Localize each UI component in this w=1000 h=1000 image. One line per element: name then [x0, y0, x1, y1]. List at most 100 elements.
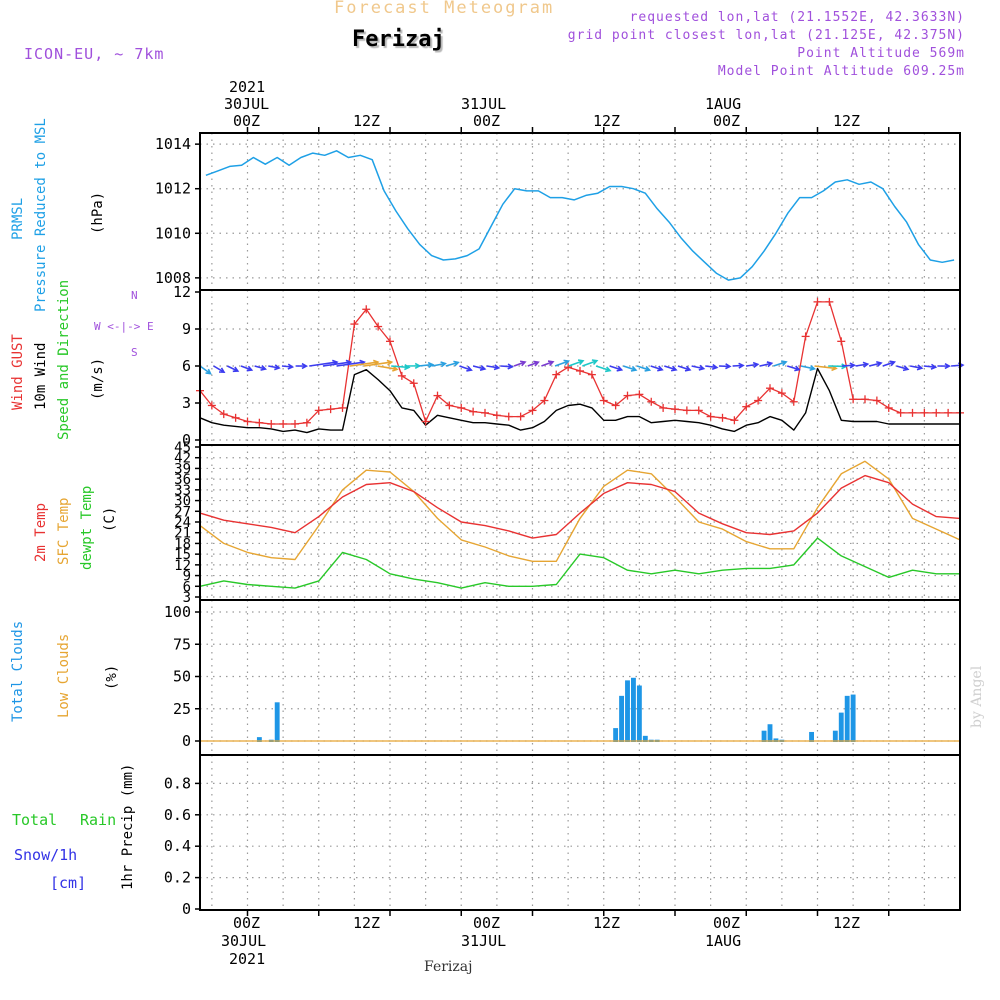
wind-arrow-head	[479, 364, 487, 371]
cloud-bar	[844, 695, 850, 742]
bottom-axis-date: 30JUL	[221, 932, 267, 950]
wind-direction-arrow	[350, 361, 379, 367]
cloud-bar	[256, 737, 262, 742]
cloud-bar	[773, 738, 779, 742]
y-tick-label: 0	[182, 431, 191, 449]
y-tick-label: 0.2	[164, 869, 191, 887]
wind-gust-marker	[861, 395, 869, 404]
wind-gust-marker	[884, 403, 893, 412]
wind-direction-arrow	[623, 365, 637, 371]
precip-snow-label: Snow/1h	[14, 846, 78, 864]
y-tick-label: 9	[183, 569, 191, 585]
wind-arrow-head	[849, 362, 857, 369]
cloud-bar	[761, 730, 767, 742]
wind-gust-marker	[207, 401, 216, 410]
y-tick-label: 45	[174, 440, 191, 456]
wind-direction-arrow	[800, 365, 815, 370]
wind-arrow-head	[274, 364, 281, 371]
y-tick-label: 1012	[155, 180, 191, 198]
model-altitude: Model Point Altitude 609.25m	[717, 64, 965, 79]
wind-gust-marker	[671, 405, 679, 414]
wind-arrow-head	[916, 364, 924, 371]
wind-arrow-head	[711, 363, 719, 371]
wind-direction-arrow	[896, 365, 909, 371]
wind-gust-marker	[647, 397, 656, 406]
wind-gust-marker	[944, 408, 953, 417]
wind-direction-arrow	[746, 363, 758, 367]
wind-arrow-head	[738, 362, 745, 369]
wind-gust-marker	[742, 402, 751, 411]
wind-direction-arrow	[226, 365, 239, 372]
top-axis-hour: 00Z	[233, 112, 261, 130]
precip-rain-label: Rain	[80, 811, 117, 829]
wind-gust-marker	[267, 419, 276, 428]
wind-gust-marker	[813, 297, 822, 306]
y-tick-label: 3	[182, 394, 191, 412]
cloud-bar	[636, 685, 642, 742]
precip-snow-unit: [cm]	[50, 874, 87, 892]
bottom-axis-year: 2021	[229, 950, 266, 968]
cloud-bar	[613, 728, 619, 742]
y-tick-label: 27	[174, 504, 191, 520]
bottom-axis-hour: 00Z	[473, 914, 501, 932]
wind-gust-series-line	[199, 301, 960, 425]
wind-gust-marker	[920, 408, 929, 417]
compass-s: S	[131, 346, 138, 359]
wind-direction-arrow	[582, 359, 598, 367]
wind-direction-arrow	[923, 365, 936, 368]
wind-arrow-head	[260, 364, 268, 371]
y-tick-label: 6	[183, 579, 191, 595]
wind-gust-marker	[576, 366, 584, 375]
y-tick-label: 0	[182, 732, 191, 750]
wind-gust-marker	[492, 411, 501, 420]
wind-gust-marker	[243, 417, 252, 426]
cloud-bar	[619, 695, 624, 742]
grid-point-coords: grid point closest lon,lat (21.125E, 42.…	[567, 28, 965, 43]
y-tick-label: 0.4	[164, 837, 191, 855]
wind-direction-arrow	[705, 365, 717, 369]
wind-direction-arrow	[568, 360, 584, 367]
wind-gust-marker	[754, 396, 763, 405]
wind-gust-marker	[587, 370, 596, 379]
wind-arrow-head	[616, 365, 624, 372]
forecast-title: Forecast Meteogram	[334, 0, 555, 18]
y-tick-label: 0.8	[164, 774, 191, 792]
wind-gust-marker	[445, 401, 454, 410]
wind-direction-arrow	[732, 364, 744, 367]
y-tick-label: 1008	[155, 269, 191, 287]
y-tick-label: 6	[182, 357, 191, 375]
wind-direction-arrow	[486, 365, 499, 369]
cloud-bar	[767, 724, 773, 742]
wind-gust-marker	[504, 412, 513, 421]
y-tick-label: 3	[183, 590, 191, 606]
y-tick-label: 15	[174, 547, 191, 563]
y-tick-label: 12	[173, 283, 191, 301]
wind-gust-marker	[386, 337, 394, 346]
wind-arrow-head	[547, 360, 555, 367]
wind-direction-arrow	[664, 365, 677, 371]
cloud-bar	[838, 712, 844, 742]
wind-gust-marker	[362, 305, 371, 314]
wind-direction-arrow	[541, 361, 554, 367]
wind-gust-marker	[766, 384, 774, 393]
top-axis-year: 2021	[229, 78, 266, 96]
wind-arrow-head	[453, 360, 460, 367]
y-tick-label: 25	[173, 700, 191, 718]
wind-arrow-head	[519, 360, 527, 367]
wind-arrow-head	[287, 363, 295, 370]
top-axis-hour: 12Z	[353, 112, 381, 130]
y-tick-label: 12	[174, 558, 191, 574]
bottom-axis-hour: 00Z	[233, 914, 261, 932]
wind-arrow-head	[630, 365, 638, 372]
wind-gust-marker	[777, 389, 786, 398]
wind-gust-marker	[231, 413, 240, 422]
wind-arrow-head	[794, 365, 801, 372]
wind-arrow-head	[507, 363, 514, 370]
y-tick-label: 42	[174, 451, 191, 467]
wind-gust-marker	[552, 370, 561, 379]
wind-gust-marker	[635, 390, 644, 399]
wind-gust-marker	[421, 417, 430, 426]
wind-gust-marker	[611, 401, 620, 410]
wind-arrow-head	[205, 368, 212, 375]
wind-direction-arrow	[336, 361, 365, 367]
